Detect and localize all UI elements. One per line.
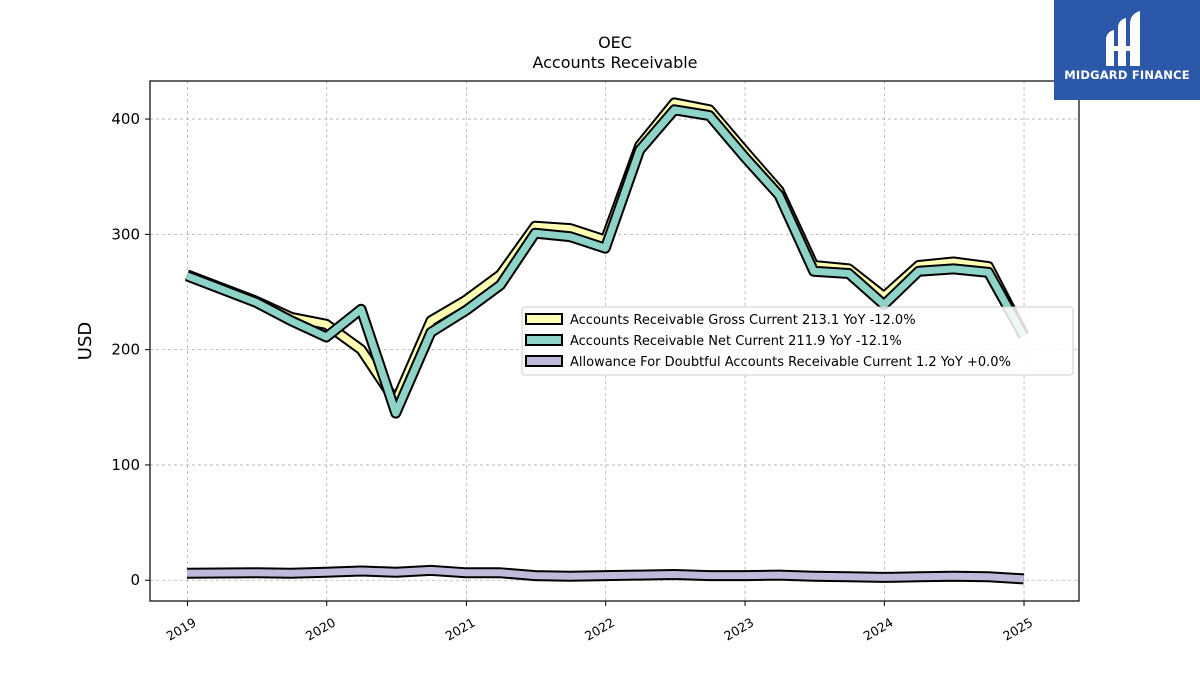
series-3 xyxy=(186,564,1025,585)
chart-title: OEC xyxy=(598,33,632,52)
x-axis: 2019 2020 2021 2022 2023 2024 2025 xyxy=(164,601,1035,644)
plot-frame xyxy=(149,80,1080,602)
x-tick-label: 2022 xyxy=(582,615,617,644)
legend-swatch xyxy=(525,355,563,367)
x-tick-label: 2025 xyxy=(1000,615,1035,644)
logo-text: MIDGARD FINANCE xyxy=(1064,68,1190,82)
x-tick-label: 2023 xyxy=(721,615,756,644)
y-tick-label: 200 xyxy=(111,341,140,359)
legend-label: Accounts Receivable Gross Current 213.1 … xyxy=(570,313,916,328)
y-tick-label: 400 xyxy=(111,110,140,128)
legend-swatch xyxy=(525,313,563,325)
y-tick-label: 300 xyxy=(111,225,140,243)
legend-label: Allowance For Doubtful Accounts Receivab… xyxy=(570,355,1011,370)
x-tick-label: 2024 xyxy=(861,615,896,644)
legend-label: Accounts Receivable Net Current 211.9 Yo… xyxy=(570,334,902,349)
chart-subtitle: Accounts Receivable xyxy=(532,53,697,72)
company-logo: MIDGARD FINANCE xyxy=(1054,0,1200,100)
series-layer xyxy=(185,97,1029,585)
series-2 xyxy=(185,104,1029,419)
y-axis-label: USD xyxy=(75,322,96,360)
series-line xyxy=(185,106,1027,417)
legend-swatch xyxy=(525,334,563,346)
legend-box xyxy=(521,306,1074,376)
x-tick-label: 2021 xyxy=(443,615,478,644)
y-tick-label: 0 xyxy=(130,571,140,589)
logo-mark-icon xyxy=(1106,11,1140,66)
y-tick-label: 100 xyxy=(111,456,140,474)
x-tick-label: 2020 xyxy=(303,615,338,644)
legend: Accounts Receivable Gross Current 213.1 … xyxy=(521,306,1074,376)
series-line xyxy=(186,566,1024,583)
x-tick-label: 2019 xyxy=(164,615,199,644)
y-axis: 0 100 200 300 400 xyxy=(111,110,150,589)
